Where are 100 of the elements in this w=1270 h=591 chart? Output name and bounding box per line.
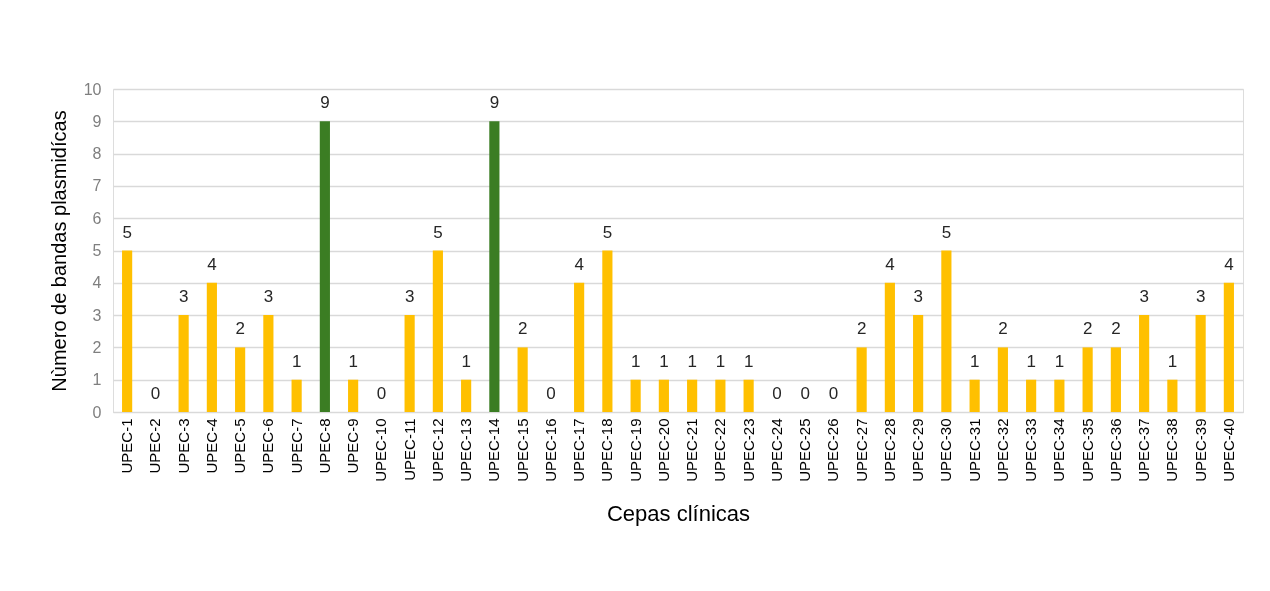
y-tick-label: 3: [92, 306, 102, 324]
x-tick-label: UPEC-25: [796, 418, 814, 482]
data-label: 3: [263, 287, 274, 307]
bar: [743, 379, 754, 412]
x-tick-label: UPEC-16: [541, 418, 559, 482]
bar: [348, 379, 359, 412]
y-tick-label: 5: [92, 242, 102, 259]
bar: [319, 121, 330, 412]
y-tick-label: 0: [92, 403, 102, 421]
bar: [602, 250, 613, 412]
data-label: 3: [404, 287, 415, 307]
data-label: 0: [150, 384, 161, 403]
bar: [1139, 315, 1150, 412]
y-tick-label: 1: [92, 371, 102, 389]
data-label: 4: [885, 254, 895, 274]
bar: [291, 379, 302, 412]
x-tick-label: UPEC-35: [1078, 418, 1096, 482]
data-label: 9: [489, 93, 500, 113]
x-tick-label: UPEC-18: [598, 418, 616, 482]
bar: [178, 315, 189, 412]
bar: [461, 379, 472, 412]
bar: [122, 250, 133, 412]
data-label: 1: [715, 351, 726, 371]
x-tick-label: UPEC-37: [1135, 418, 1153, 482]
data-label: 2: [1082, 319, 1093, 339]
x-tick-label: UPEC-10: [372, 418, 390, 482]
x-tick-label: UPEC-7: [287, 418, 305, 474]
x-tick-label: UPEC-2: [146, 418, 164, 474]
x-tick-label: UPEC-36: [1106, 418, 1124, 482]
bar: [658, 379, 669, 412]
x-tick-label: UPEC-24: [767, 418, 785, 482]
x-tick-label: UPEC-33: [1022, 418, 1040, 482]
data-label: 0: [828, 384, 839, 403]
x-tick-label: UPEC-5: [231, 418, 249, 474]
bar: [517, 347, 528, 412]
bar: [1223, 282, 1234, 412]
data-label: 5: [602, 222, 613, 242]
bar: [574, 282, 585, 412]
bar: [715, 379, 726, 412]
data-label: 2: [856, 319, 867, 339]
y-tick-label: 9: [92, 112, 102, 130]
data-label: 0: [376, 384, 387, 403]
bar: [489, 121, 500, 412]
x-tick-label: UPEC-4: [202, 418, 220, 474]
bar: [969, 379, 980, 412]
bar: [1195, 315, 1206, 412]
data-label: 2: [235, 319, 245, 339]
x-tick-label: UPEC-26: [824, 418, 842, 482]
data-label: 1: [659, 351, 669, 371]
x-tick-label: UPEC-11: [400, 418, 418, 481]
data-label: 1: [1167, 351, 1178, 371]
x-axis-title: Cepas clínicas: [606, 500, 751, 526]
bar: [1167, 379, 1178, 412]
data-label: 1: [743, 351, 754, 371]
data-label: 3: [178, 287, 189, 307]
bar: [206, 282, 217, 412]
x-tick-label: UPEC-34: [1050, 418, 1068, 482]
data-label: 5: [433, 222, 443, 242]
bar: [1054, 379, 1065, 412]
x-tick-label: UPEC-22: [711, 418, 729, 482]
bar: [687, 379, 698, 412]
x-tick-label: UPEC-9: [344, 418, 362, 474]
x-tick-label: UPEC-13: [457, 418, 475, 482]
x-tick-label: UPEC-1: [118, 418, 136, 474]
bar: [235, 347, 246, 412]
data-label: 1: [687, 351, 697, 371]
x-tick-label: UPEC-15: [513, 418, 531, 482]
y-tick-label: 2: [92, 338, 102, 356]
data-label: 2: [998, 319, 1008, 339]
x-tick-label: UPEC-29: [909, 418, 927, 482]
data-label: 5: [941, 222, 952, 242]
x-tick-label: UPEC-17: [570, 418, 588, 482]
bar: [941, 250, 952, 412]
data-label: 1: [1054, 351, 1065, 371]
x-tick-label: UPEC-28: [880, 418, 898, 482]
data-label: 1: [1026, 351, 1036, 371]
x-tick-label: UPEC-14: [485, 418, 503, 482]
bar: [1026, 379, 1037, 412]
data-label: 1: [461, 351, 471, 371]
x-tick-label: UPEC-39: [1191, 418, 1209, 482]
bar: [856, 347, 867, 412]
x-tick-label: UPEC-3: [174, 418, 192, 474]
data-label: 1: [291, 351, 302, 371]
data-label: 0: [546, 384, 556, 403]
x-tick-label: UPEC-23: [739, 418, 757, 482]
x-tick-label: UPEC-40: [1219, 418, 1237, 482]
data-label: 4: [207, 254, 217, 274]
bar: [630, 379, 641, 412]
y-tick-label: 8: [92, 145, 102, 163]
bar: [1082, 347, 1093, 412]
data-label: 1: [630, 351, 641, 371]
data-label: 4: [1224, 254, 1234, 274]
x-tick-label: UPEC-19: [626, 418, 644, 482]
x-tick-label: UPEC-21: [683, 418, 701, 482]
data-label: 2: [1111, 319, 1121, 339]
data-label: 3: [1195, 287, 1206, 307]
bar: [263, 315, 274, 412]
data-label: 1: [969, 351, 980, 371]
x-tick-label: UPEC-27: [852, 418, 870, 482]
bar: [404, 315, 415, 412]
